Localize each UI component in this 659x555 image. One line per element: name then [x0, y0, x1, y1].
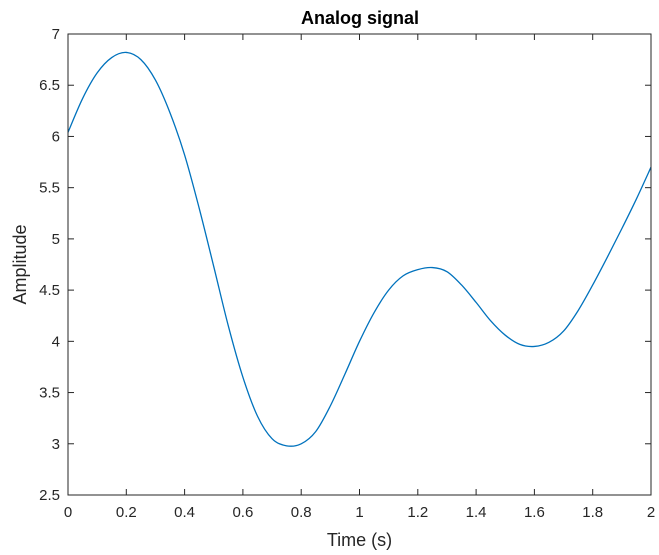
x-tick-label: 0.6 [232, 504, 253, 521]
x-tick-label: 0.8 [291, 504, 312, 521]
y-tick-label: 3.5 [39, 385, 60, 402]
y-axis-label: Amplitude [10, 224, 30, 304]
y-tick-label: 5.5 [39, 180, 60, 197]
x-axis-label: Time (s) [327, 530, 392, 550]
y-tick-label: 6.5 [39, 77, 60, 94]
x-tick-label: 1.4 [466, 504, 487, 521]
y-tick-label: 4 [52, 333, 60, 350]
y-tick-label: 5 [52, 231, 60, 248]
plot-area [68, 34, 651, 495]
y-tick-label: 6 [52, 128, 60, 145]
y-tick-label: 7 [52, 26, 60, 43]
series-line [67, 51, 652, 447]
y-tick-label: 3 [52, 436, 60, 453]
x-tick-label: 1.8 [582, 504, 603, 521]
x-tick-labels: 0 0.2 0.4 0.6 0.8 1 1.2 1.4 1.6 1.8 2 [64, 504, 655, 521]
x-tick-label: 1.2 [407, 504, 428, 521]
y-tick-label: 2.5 [39, 487, 60, 504]
x-tick-label: 0.2 [116, 504, 137, 521]
chart-title: Analog signal [301, 8, 419, 28]
plot-box [67, 33, 652, 496]
y-tick-labels: 2.5 3 3.5 4 4.5 5 5.5 6 6.5 7 [39, 26, 60, 504]
x-tick-label: 0 [64, 504, 72, 521]
x-tick-label: 0.4 [174, 504, 195, 521]
y-tick-label: 4.5 [39, 282, 60, 299]
data-series [67, 51, 652, 447]
x-tick-label: 2 [647, 504, 655, 521]
x-tick-label: 1.6 [524, 504, 545, 521]
x-tick-label: 1 [355, 504, 363, 521]
